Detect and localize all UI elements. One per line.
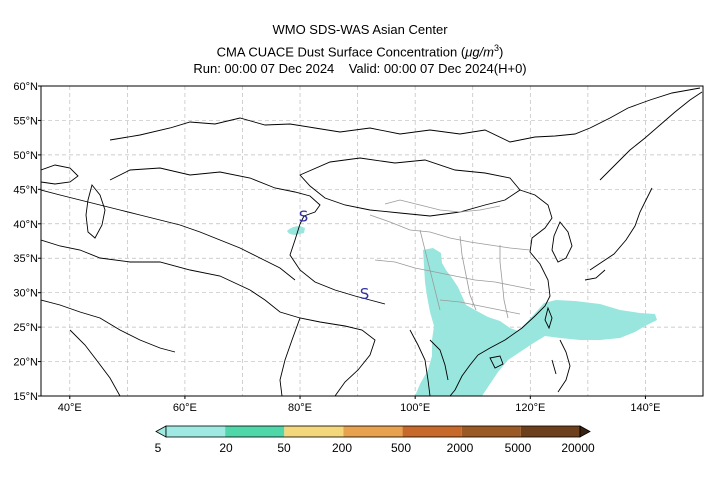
unit-sup: 3 xyxy=(493,43,499,53)
lat-tick-label: 25°N xyxy=(13,322,38,334)
unit-g: g/m xyxy=(472,44,494,60)
colorbar-segment xyxy=(284,426,344,437)
lon-tick-label: 60°E xyxy=(173,402,197,414)
run-valid-line: Run: 00:00 07 Dec 2024 Valid: 00:00 07 D… xyxy=(193,61,527,76)
coast-caspian xyxy=(85,184,106,239)
coast-philippines xyxy=(551,339,571,393)
map-title: WMO SDS-WAS Asian Center xyxy=(272,22,448,37)
subtitle-prefix: CMA CUACE Dust Surface Concentration ( xyxy=(216,44,466,60)
province-line-4 xyxy=(459,235,477,311)
map-subtitle: CMA CUACE Dust Surface Concentration (μg… xyxy=(0,40,720,60)
colorbar-segment xyxy=(166,426,226,437)
lon-tick-label: 100°E xyxy=(400,402,430,414)
province-line-5 xyxy=(499,245,509,319)
colorbar-level-label: 50 xyxy=(277,441,291,455)
province-line-2 xyxy=(374,259,536,291)
coast-india xyxy=(249,289,376,396)
coast-arabia xyxy=(41,299,176,396)
lat-tick-label: 30°N xyxy=(13,288,38,300)
colorbar-level-label: 20 xyxy=(219,441,233,455)
coast-asia-north xyxy=(109,87,701,143)
unit-mu: μ xyxy=(465,44,473,60)
province-line-7 xyxy=(384,199,501,213)
lat-tick-label: 45°N xyxy=(13,184,38,196)
province-line-6 xyxy=(439,299,521,315)
coast-far-east xyxy=(599,91,703,181)
lon-tick-label: 140°E xyxy=(630,402,660,414)
border-kazakhstan-china xyxy=(109,167,321,225)
province-line-3 xyxy=(419,229,441,311)
coast-china-east xyxy=(477,189,553,356)
longitude-labels: 40°E 60°E 80°E 100°E 120°E 140°E xyxy=(58,396,660,414)
colorbar-level-label: 2000 xyxy=(447,441,474,455)
colorbar-segment xyxy=(343,426,403,437)
coast-black-sea xyxy=(41,164,79,185)
colorbar-frame xyxy=(165,425,581,438)
colorbar-segment xyxy=(225,426,285,437)
colorbar-segment xyxy=(520,426,580,437)
dust-region-southwest-china xyxy=(415,248,657,396)
colorbar-level-label: 200 xyxy=(332,441,352,455)
lat-tick-label: 20°N xyxy=(13,357,38,369)
station-marker: S xyxy=(360,285,370,303)
map-grid xyxy=(41,86,703,396)
lat-tick-label: 35°N xyxy=(13,253,38,265)
colorbar-arrow-left xyxy=(155,425,167,438)
province-borders xyxy=(369,199,536,319)
dust-shading xyxy=(287,226,657,396)
country-borders xyxy=(41,87,703,396)
colorbar-segment xyxy=(461,426,521,437)
border-mongolia xyxy=(299,157,521,217)
lon-tick-label: 120°E xyxy=(515,402,545,414)
border-central-asia xyxy=(41,189,296,291)
map-frame xyxy=(40,85,704,397)
lon-tick-label: 40°E xyxy=(58,402,82,414)
border-china-west xyxy=(289,223,386,305)
coast-taiwan xyxy=(544,306,553,330)
lat-tick-label: 60°N xyxy=(13,81,38,93)
colorbar-level-label: 20000 xyxy=(561,441,595,455)
station-marker: S xyxy=(299,208,309,226)
colorbar-segment xyxy=(402,426,462,437)
coast-hainan xyxy=(489,355,504,369)
lat-tick-label: 15°N xyxy=(13,391,38,403)
subtitle-suffix: ) xyxy=(499,44,504,60)
latitude-labels: 60°N 55°N 50°N 45°N 40°N 35°N 30°N 25°N 20°N 15°N xyxy=(13,81,41,403)
colorbar-level-label: 5000 xyxy=(505,441,532,455)
colorbar: 5 20 50 200 500 2000 5000 20000 xyxy=(155,425,595,455)
lat-tick-label: 55°N xyxy=(13,115,38,127)
coast-korea xyxy=(551,221,573,263)
colorbar-level-label: 5 xyxy=(155,441,162,455)
lon-tick-label: 80°E xyxy=(288,402,312,414)
lat-tick-label: 50°N xyxy=(13,150,38,162)
colorbar-arrow-right xyxy=(579,425,591,438)
coast-southeast-asia xyxy=(409,329,479,396)
lat-tick-label: 40°N xyxy=(13,219,38,231)
map-markers: SS xyxy=(299,208,370,303)
province-line-1 xyxy=(369,214,531,251)
colorbar-level-label: 500 xyxy=(391,441,411,455)
dust-region-xinjiang xyxy=(287,226,305,235)
coast-japan xyxy=(584,187,653,281)
